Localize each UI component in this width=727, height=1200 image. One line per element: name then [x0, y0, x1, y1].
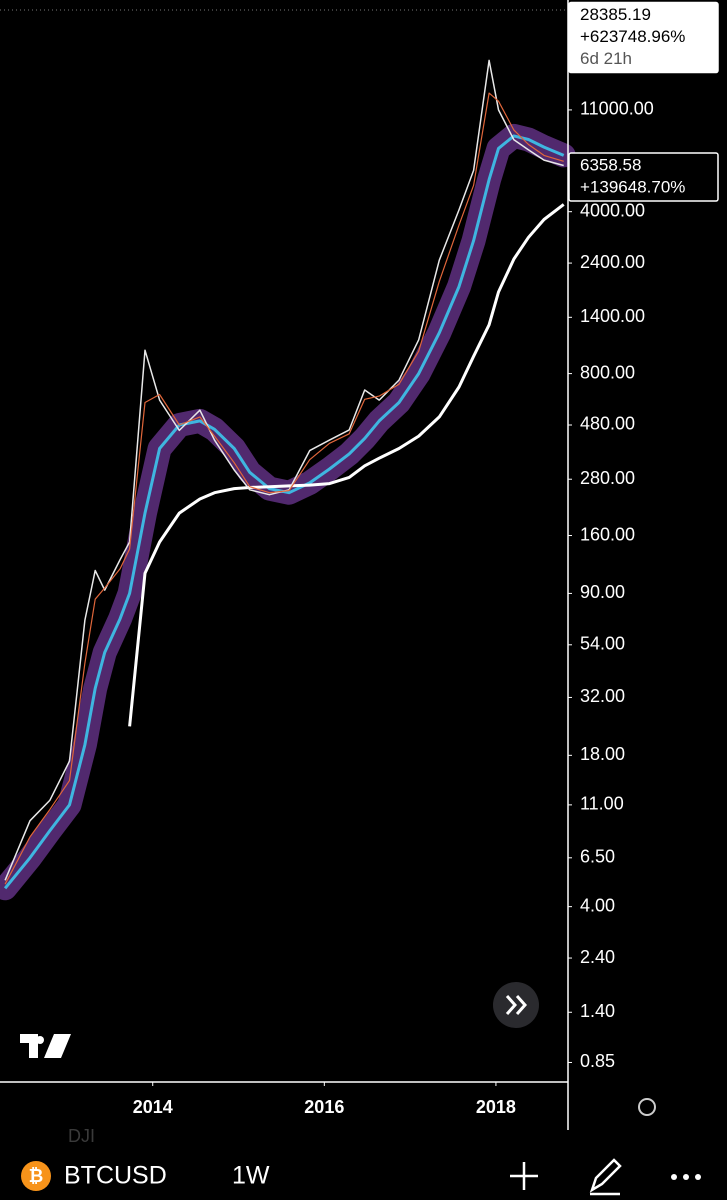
- y-tick-label: 160.00: [580, 524, 635, 544]
- y-tick-label: 4.00: [580, 895, 615, 915]
- x-tick-label: 2014: [133, 1097, 173, 1117]
- more-button[interactable]: [671, 1174, 701, 1180]
- y-tick-label: 1400.00: [580, 306, 645, 326]
- y-tick-label: 2400.00: [580, 252, 645, 272]
- compare-symbol: DJI: [68, 1126, 95, 1146]
- add-button[interactable]: [510, 1162, 538, 1190]
- line-long-ma: [128, 203, 565, 727]
- y-tick-label: 1.40: [580, 1001, 615, 1021]
- symbol[interactable]: BTCUSD: [64, 1162, 167, 1190]
- y-tick-label: 2.40: [580, 947, 615, 967]
- coin-glyph: ₿: [29, 1166, 44, 1186]
- price-label-box: [568, 1, 719, 74]
- price-label-countdown: 6d 21h: [580, 49, 632, 68]
- x-tick-label: 2018: [476, 1097, 516, 1117]
- y-tick-label: 800.00: [580, 362, 635, 382]
- y-tick-label: 11.00: [580, 794, 624, 814]
- y-tick-label: 480.00: [580, 414, 635, 434]
- dot: [695, 1174, 701, 1180]
- y-tick-label: 54.00: [580, 634, 625, 654]
- dot: [671, 1174, 677, 1180]
- y-tick-label: 280.00: [580, 468, 635, 488]
- line-ema: [4, 92, 564, 885]
- scroll-icon: [505, 995, 528, 1015]
- gear: [638, 1098, 656, 1116]
- logo: [20, 1034, 71, 1058]
- y-tick-label: 4000.00: [580, 200, 645, 220]
- y-tick-label: 90.00: [580, 582, 625, 602]
- draw-button[interactable]: [589, 1158, 622, 1196]
- y-tick-label: 18.00: [580, 744, 625, 764]
- y-tick-label: 6.50: [580, 847, 615, 867]
- x-tick-label: 2016: [304, 1097, 344, 1117]
- coin-icon: [21, 1161, 51, 1191]
- price-label-label: 28385.19: [580, 5, 651, 24]
- interval[interactable]: 1W: [232, 1162, 270, 1190]
- y-tick-label: 0.85: [580, 1051, 615, 1071]
- y-tick-label: 11000.00: [580, 99, 654, 119]
- price-label-change: +623748.96%: [580, 27, 685, 46]
- logo: [36, 1036, 44, 1044]
- price-label-label: 6358.58: [580, 156, 641, 175]
- plot: [0, 59, 576, 901]
- y-tick-label: 32.00: [580, 686, 625, 706]
- dot: [683, 1174, 689, 1180]
- settings-icon[interactable]: [638, 1098, 656, 1116]
- price-label-change: +139648.70%: [580, 178, 685, 197]
- price-label-box: [568, 152, 719, 202]
- line-ma: [3, 134, 565, 890]
- toolbar: [0, 1130, 727, 1200]
